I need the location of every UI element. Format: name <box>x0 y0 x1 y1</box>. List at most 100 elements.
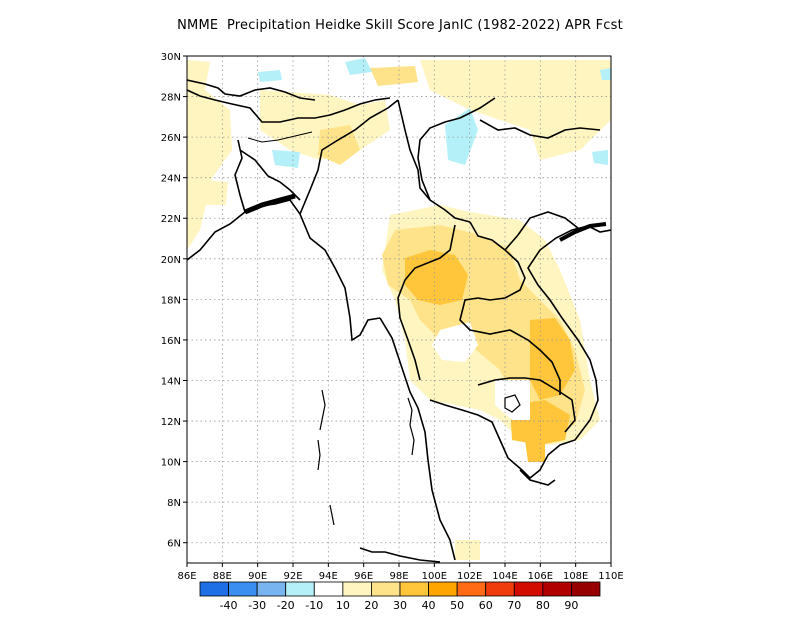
fill-yellow-light-north <box>187 60 232 250</box>
x-tick-label: 110E <box>598 571 623 582</box>
fill-yellow-light-small <box>205 180 228 205</box>
coastlines-borders <box>187 79 611 563</box>
x-tick-label: 98E <box>389 571 408 582</box>
coastline-thai-gulf <box>429 225 611 480</box>
colorbar-swatch <box>428 581 458 597</box>
x-tick-label: 104E <box>492 571 517 582</box>
colorbar-label: 90 <box>564 599 578 612</box>
y-tick-label: 24N <box>161 174 181 185</box>
fill-blue-light-2 <box>258 70 282 82</box>
x-tick-label: 86E <box>177 571 196 582</box>
fill-blue-light-5 <box>600 68 611 80</box>
lake-tonle-sap <box>504 394 521 413</box>
border-vietnam-north <box>504 211 579 251</box>
colorbar-swatch <box>371 581 401 597</box>
colorbar-label: 30 <box>393 599 407 612</box>
fill-blue-light-3 <box>345 58 372 75</box>
x-tick-label: 96E <box>354 571 373 582</box>
colorbar-label: -30 <box>248 599 266 612</box>
border-nepal-north <box>187 79 316 101</box>
colorbar-swatch <box>571 581 601 597</box>
colorbar-label: 70 <box>507 599 521 612</box>
fill-white-hole-2 <box>495 380 530 420</box>
border-china-north <box>417 97 496 201</box>
colorbar-swatch <box>256 581 287 597</box>
border-laos <box>459 221 561 395</box>
fill-orange-4 <box>525 440 545 462</box>
x-tick-label: 90E <box>248 571 267 582</box>
x-tick-label: 88E <box>213 571 232 582</box>
coastline-vietnam-south <box>519 469 556 486</box>
fill-white-hole-1 <box>432 322 478 362</box>
y-tick-label: 26N <box>161 133 181 144</box>
coastline-bay-of-bengal <box>187 199 381 342</box>
fill-yellow-light-nw <box>260 90 390 160</box>
fill-orange-2 <box>530 318 575 400</box>
x-tick-label: 92E <box>283 571 302 582</box>
border-bangladesh <box>239 149 301 201</box>
border-bangladesh-west <box>234 139 246 213</box>
border-myanmar-thai <box>397 224 456 381</box>
y-tick-label: 6N <box>167 539 181 550</box>
coastline-myanmar-south <box>379 317 456 561</box>
border-cambodia <box>477 377 576 433</box>
y-tick-label: 8N <box>167 498 181 509</box>
fill-blue-light-6 <box>272 150 300 168</box>
y-tick-label: 12N <box>161 417 181 428</box>
island-nicobar <box>329 504 335 526</box>
colorbar-label: 60 <box>479 599 493 612</box>
fill-blue-light-4 <box>592 150 608 165</box>
y-tick-label: 16N <box>161 336 181 347</box>
colorbar-label: 50 <box>450 599 464 612</box>
colorbar-label: 40 <box>422 599 436 612</box>
colorbar-swatch <box>342 581 372 597</box>
x-tick-label: 106E <box>528 571 553 582</box>
x-tick-label: 100E <box>422 571 447 582</box>
colorbar-label: -40 <box>220 599 238 612</box>
skill-score-fills <box>187 58 611 560</box>
colorbar-label: 10 <box>336 599 350 612</box>
colorbar-swatch <box>313 581 344 597</box>
coastline-china-dark <box>559 222 607 242</box>
border-myanmar-china <box>397 99 471 223</box>
x-tick-label: 108E <box>563 571 588 582</box>
colorbar-swatch <box>228 581 258 597</box>
colorbar-label: 80 <box>536 599 550 612</box>
river-delta-lines <box>247 131 313 143</box>
x-tick-label: 102E <box>457 571 482 582</box>
colorbar-swatch <box>456 581 487 597</box>
x-tick-label: 94E <box>319 571 338 582</box>
colorbar-swatch <box>199 581 229 597</box>
fill-yellow-light-south <box>455 540 480 560</box>
chart-title: NMME Precipitation Heidke Skill Score Ja… <box>177 18 623 33</box>
fill-yellow-mid-3 <box>370 66 418 86</box>
x-axis: 86E 88E 90E 92E 94E 96E 98E 100E 102E 104E 106E 108… <box>177 563 624 582</box>
y-tick-label: 20N <box>161 255 181 266</box>
island-andaman-1 <box>319 389 326 431</box>
colorbar-label: -10 <box>305 599 323 612</box>
fill-yellow-light-northeast <box>420 60 611 160</box>
colorbar-swatch <box>513 581 544 597</box>
y-tick-label: 22N <box>161 214 181 225</box>
fill-orange-1 <box>405 250 468 305</box>
colorbar-swatch <box>542 581 572 597</box>
colorbar-label: -20 <box>277 599 295 612</box>
colorbar-swatch <box>399 581 429 597</box>
y-tick-label: 28N <box>161 93 181 104</box>
colorbar-swatch <box>285 581 315 597</box>
coastline-malay <box>359 547 441 563</box>
border-nepal-bhutan <box>187 89 391 123</box>
y-tick-label: 10N <box>161 458 181 469</box>
y-tick-label: 14N <box>161 376 181 387</box>
y-axis: 6N 8N 10N 12N 14N 16N 18N 20N 22N 24N 26N 28N 30N <box>161 52 187 550</box>
y-tick-label: 30N <box>161 52 181 63</box>
island-andaman-2 <box>317 439 321 471</box>
border-india-myanmar <box>299 99 399 215</box>
coastline-mergui <box>407 397 415 456</box>
colorbar-label: 20 <box>364 599 378 612</box>
border-east-china <box>479 119 601 139</box>
colorbar-swatch <box>485 581 515 597</box>
y-tick-label: 18N <box>161 295 181 306</box>
colorbar: -40 -30 -20 -10 10 20 30 40 50 60 70 80 90 <box>199 581 601 612</box>
